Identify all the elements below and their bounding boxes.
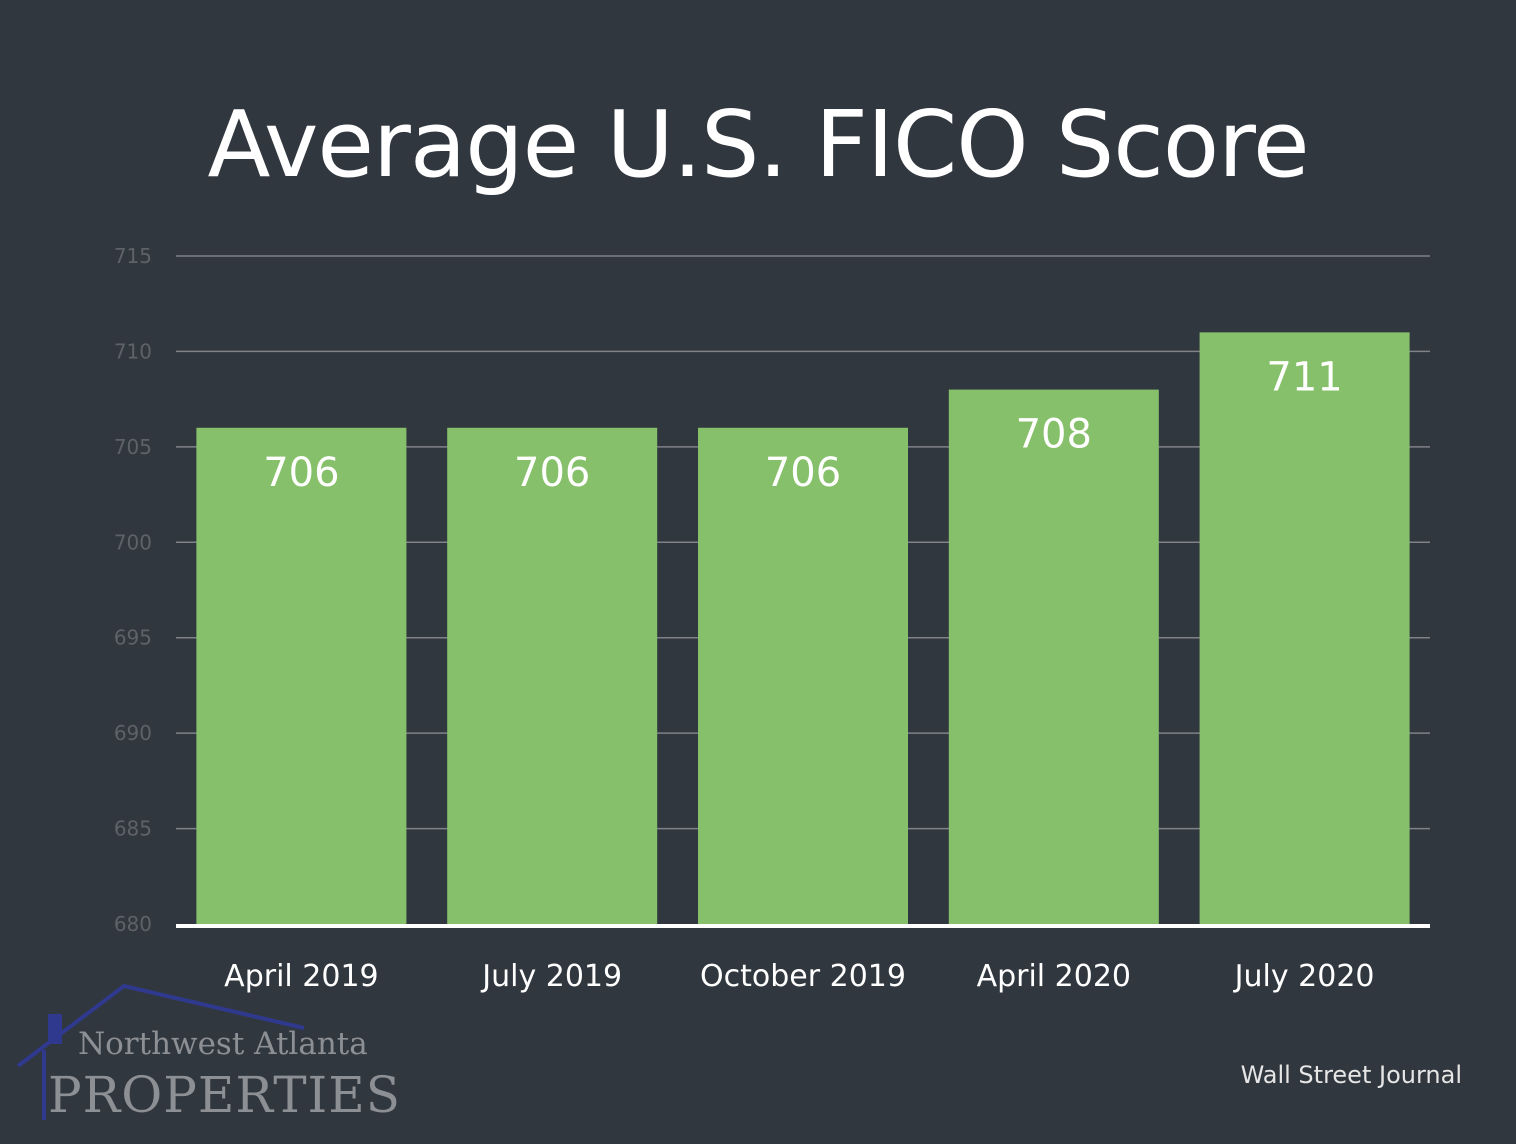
logo-text-line2: PROPERTIES (48, 1066, 402, 1124)
x-category-label-1: April 2019 (224, 959, 378, 994)
data-label-1: 706 (263, 450, 339, 496)
bar-3 (698, 427, 908, 924)
data-label-5: 711 (1266, 354, 1342, 400)
data-label-4: 708 (1016, 412, 1092, 458)
company-logo: Northwest Atlanta PROPERTIES (14, 980, 434, 1130)
data-labels: 706 706 706 708 711 (263, 354, 1343, 495)
x-category-label-5: July 2020 (1233, 959, 1375, 994)
y-tick-label-690: 690 (114, 721, 152, 745)
bars (196, 332, 1410, 925)
house-roof-icon (16, 983, 305, 1120)
bar-1 (196, 427, 407, 924)
y-tick-label-710: 710 (114, 339, 152, 363)
x-category-label-4: April 2020 (977, 959, 1131, 994)
bar-4 (948, 389, 1159, 925)
bar-2 (447, 427, 658, 924)
logo-text-line1: Northwest Atlanta (78, 1026, 368, 1062)
source-note: Wall Street Journal (1240, 1061, 1462, 1089)
y-tick-label-715: 715 (114, 244, 152, 268)
y-tick-label-680: 680 (114, 912, 152, 936)
y-tick-label-685: 685 (114, 817, 152, 841)
x-category-label-3: October 2019 (700, 959, 906, 994)
y-axis-tick-labels: 680 685 690 695 700 705 710 715 (114, 244, 152, 936)
y-tick-label-700: 700 (114, 530, 152, 554)
x-axis-category-labels: April 2019 July 2019 October 2019 April 202… (224, 959, 1374, 994)
y-tick-label-695: 695 (114, 626, 152, 650)
data-label-2: 706 (514, 450, 590, 496)
bar-5 (1199, 332, 1410, 924)
y-tick-label-705: 705 (114, 435, 152, 459)
x-category-label-2: July 2019 (480, 959, 622, 994)
data-label-3: 706 (765, 450, 841, 496)
chart-title: Average U.S. FICO Score (207, 91, 1309, 198)
